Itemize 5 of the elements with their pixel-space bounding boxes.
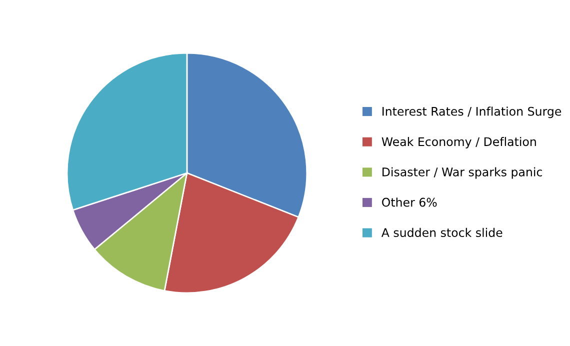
legend-label: Interest Rates / Inflation Surge [382, 106, 562, 118]
legend-label: Disaster / War sparks panic [382, 167, 542, 179]
legend-label: Other 6% [382, 198, 437, 207]
legend-label: Weak Economy / Deflation [382, 136, 536, 148]
legend-label: A sudden stock slide [381, 228, 502, 238]
